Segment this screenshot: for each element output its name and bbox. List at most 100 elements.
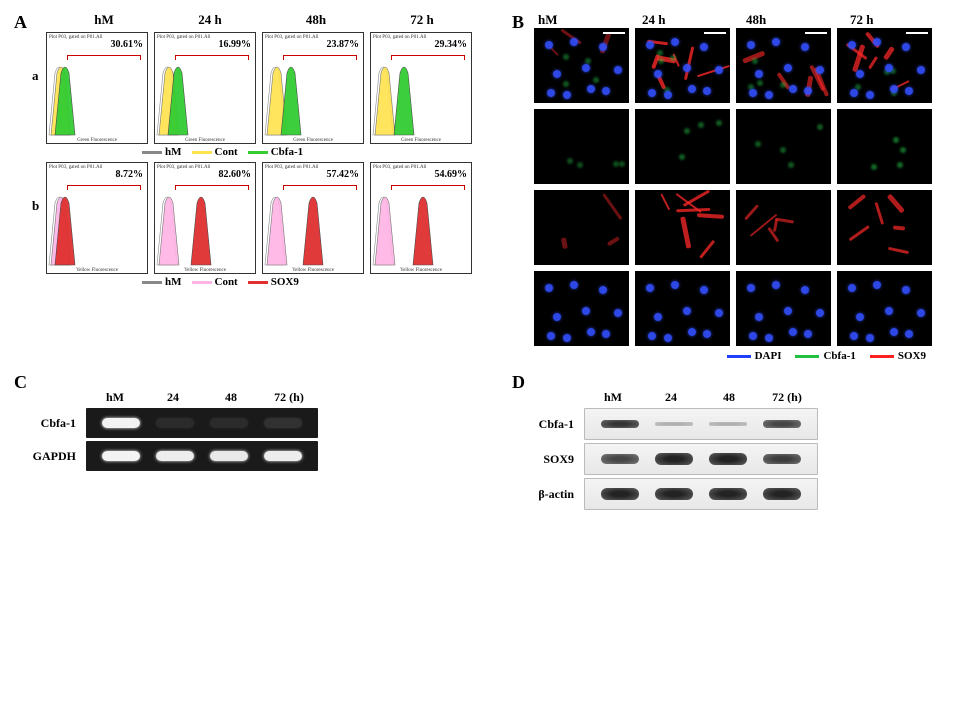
- histogram-row-label: b: [32, 158, 46, 214]
- gel-gene-label: β-actin: [510, 487, 584, 502]
- gel-col-header: hM: [86, 390, 144, 405]
- micrograph: [635, 271, 730, 346]
- panel-b-column-headers: hM 24 h 48h 72 h: [510, 12, 950, 28]
- gel-band: [102, 451, 141, 461]
- gel-row: GAPDH: [12, 441, 492, 471]
- gel-col-header: 48: [700, 390, 758, 405]
- micrograph: [837, 271, 932, 346]
- micrograph: [736, 109, 831, 184]
- scalebar: [603, 32, 625, 34]
- legend-item: hM: [142, 276, 182, 288]
- legend-item: DAPI: [727, 350, 782, 362]
- gel-band: [601, 488, 640, 500]
- panel-c: C hM244872 (h) Cbfa-1 GAPDH: [12, 372, 492, 513]
- gel-gene-label: SOX9: [510, 452, 584, 467]
- gel-band: [210, 418, 249, 428]
- gel-lane: [584, 478, 818, 510]
- gel-lane: [584, 443, 818, 475]
- gel-row: Cbfa-1: [510, 408, 950, 440]
- scalebar: [704, 32, 726, 34]
- histogram-cell: Plot P03, gated on P01.All57.42%Yellow F…: [262, 162, 364, 274]
- legend-item: Cont: [192, 276, 238, 288]
- histogram-row: aPlot P03, gated on P01.All30.61%Green F…: [12, 28, 492, 148]
- panel-c-column-headers: hM244872 (h): [12, 390, 492, 405]
- histogram-cell: Plot P03, gated on P01.All29.34%Green Fl…: [370, 32, 472, 144]
- histogram-percentage: 57.42%: [327, 169, 360, 180]
- histogram-percentage: 30.61%: [111, 39, 144, 50]
- histogram-row-label: a: [32, 28, 46, 84]
- gel-band: [210, 451, 249, 461]
- legend-item: Cont: [192, 146, 238, 158]
- gel-lane: [86, 408, 318, 438]
- micrograph: [736, 28, 831, 103]
- scalebar: [906, 32, 928, 34]
- panel-b-label: B: [512, 12, 524, 33]
- gel-band: [601, 420, 640, 428]
- panel-b-legend: DAPI Cbfa-1 SOX9: [510, 350, 950, 362]
- panel-b-col-header: 72 h: [846, 12, 944, 28]
- histogram-percentage: 54.69%: [435, 169, 468, 180]
- micrograph: [837, 190, 932, 265]
- micrograph: [534, 271, 629, 346]
- gel-row: SOX9: [510, 443, 950, 475]
- micrograph: [534, 190, 629, 265]
- gel-band: [156, 418, 195, 428]
- panel-d-label: D: [512, 372, 525, 393]
- gel-band: [709, 488, 748, 500]
- panel-b-col-header: hM: [534, 12, 632, 28]
- micrograph: [635, 109, 730, 184]
- panel-c-label: C: [14, 372, 27, 393]
- gel-col-header: 24: [642, 390, 700, 405]
- legend-item: Cbfa-1: [795, 350, 855, 362]
- panel-b: B hM 24 h 48h 72 h DAPI Cbfa-1 SOX9: [510, 12, 950, 362]
- gel-band: [264, 418, 303, 428]
- gel-col-header: 48: [202, 390, 260, 405]
- gel-row: β-actin: [510, 478, 950, 510]
- gel-gene-label: GAPDH: [12, 449, 86, 464]
- panel-d-column-headers: hM244872 (h): [510, 390, 950, 405]
- panel-d-blot: Cbfa-1 SOX9 β-actin: [510, 408, 950, 510]
- histogram-row: bPlot P03, gated on P01.All8.72%Yellow F…: [12, 158, 492, 278]
- histogram-cell: Plot P03, gated on P01.All8.72%Yellow Fl…: [46, 162, 148, 274]
- micrograph: [837, 28, 932, 103]
- histogram-cell: Plot P03, gated on P01.All30.61%Green Fl…: [46, 32, 148, 144]
- gel-col-header: hM: [584, 390, 642, 405]
- gel-band: [264, 451, 303, 461]
- gel-col-header: 72 (h): [260, 390, 318, 405]
- histogram-percentage: 23.87%: [327, 39, 360, 50]
- histogram-percentage: 16.99%: [219, 39, 252, 50]
- gel-band: [763, 488, 802, 500]
- gel-band: [102, 418, 141, 428]
- legend-item: Cbfa-1: [248, 146, 303, 158]
- panel-a-legend: hMContCbfa-1: [12, 146, 492, 158]
- panel-b-col-header: 48h: [742, 12, 840, 28]
- micrograph: [736, 271, 831, 346]
- histogram-cell: Plot P03, gated on P01.All82.60%Yellow F…: [154, 162, 256, 274]
- histogram-percentage: 29.34%: [435, 39, 468, 50]
- panel-d: D hM244872 (h) Cbfa-1 SOX9 β-actin: [510, 372, 950, 513]
- panel-a-histograms: aPlot P03, gated on P01.All30.61%Green F…: [12, 28, 492, 288]
- gel-band: [763, 454, 802, 464]
- gel-gene-label: Cbfa-1: [510, 417, 584, 432]
- gel-band: [709, 453, 748, 465]
- legend-item: SOX9: [870, 350, 926, 362]
- gel-band: [763, 420, 802, 428]
- gel-band: [655, 453, 694, 465]
- gel-band: [601, 454, 640, 464]
- histogram-cell: Plot P03, gated on P01.All16.99%Green Fl…: [154, 32, 256, 144]
- panel-b-col-header: 24 h: [638, 12, 736, 28]
- legend-item: SOX9: [248, 276, 299, 288]
- panel-a-label: A: [14, 12, 27, 33]
- panel-b-micrograph-grid: [510, 28, 950, 346]
- micrograph: [635, 190, 730, 265]
- gel-lane: [86, 441, 318, 471]
- gel-band: [655, 488, 694, 500]
- panel-a: A hM24 h48h72 h aPlot P03, gated on P01.…: [12, 12, 492, 362]
- gel-row: Cbfa-1: [12, 408, 492, 438]
- histogram-percentage: 82.60%: [219, 169, 252, 180]
- scalebar: [805, 32, 827, 34]
- gel-col-header: 24: [144, 390, 202, 405]
- panel-a-col-header: 24 h: [160, 12, 260, 28]
- histogram-cell: Plot P03, gated on P01.All23.87%Green Fl…: [262, 32, 364, 144]
- panel-a-col-header: 72 h: [372, 12, 472, 28]
